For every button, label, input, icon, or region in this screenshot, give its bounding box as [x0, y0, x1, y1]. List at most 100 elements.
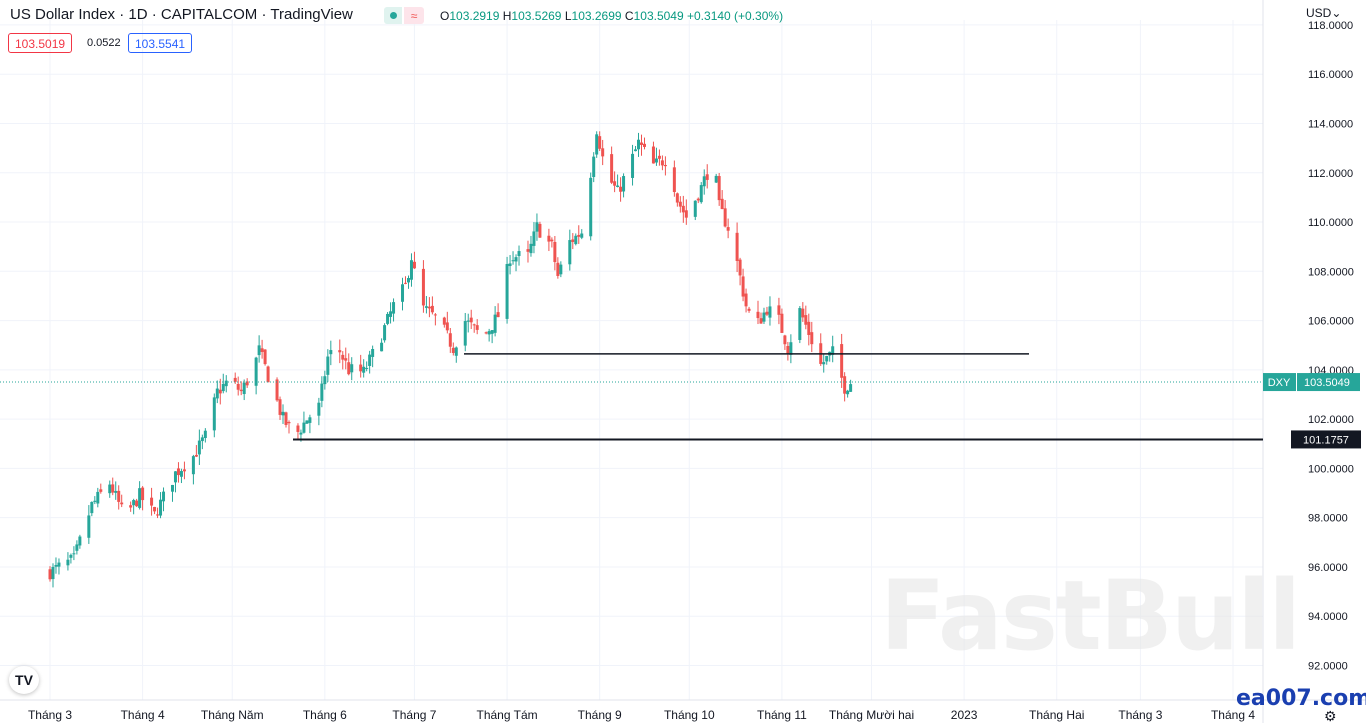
candle-body — [822, 362, 826, 365]
buy-price-button[interactable]: 103.5541 — [128, 33, 193, 53]
candle-body — [51, 566, 55, 580]
candle-body — [57, 562, 61, 567]
candle-body — [383, 325, 387, 341]
candle-body — [424, 306, 428, 308]
candle-body — [825, 355, 829, 362]
candle-body — [365, 367, 369, 369]
candle-body — [296, 425, 300, 432]
spread-value: 0.0522 — [87, 37, 121, 49]
candle-body — [684, 210, 688, 218]
candle-body — [275, 379, 279, 401]
candle-body — [132, 500, 136, 506]
candle-body — [657, 155, 661, 159]
gear-icon[interactable]: ⚙ — [1324, 708, 1337, 724]
candle-body — [484, 332, 488, 334]
candle-body — [466, 320, 470, 322]
candle-body — [90, 501, 94, 514]
currency-selector[interactable]: USD⌄ — [1306, 6, 1342, 20]
candle-body — [445, 322, 449, 331]
support-price-tag — [1291, 430, 1361, 449]
sell-price-button[interactable]: 103.5019 — [8, 33, 73, 53]
candle-body — [108, 484, 112, 494]
candle-body — [96, 491, 100, 504]
candle-body — [197, 440, 201, 455]
candle-body — [299, 432, 303, 435]
x-tick-label: Tháng Mười hai — [829, 708, 914, 722]
last-price-label: 103.5049 — [1304, 377, 1350, 389]
candle-body — [138, 488, 142, 508]
candle-body — [553, 241, 557, 263]
y-tick-label: 108.0000 — [1308, 266, 1354, 278]
candle-body — [412, 261, 416, 269]
candle-body — [810, 332, 814, 345]
candle-body — [308, 417, 312, 423]
candle-body — [846, 390, 850, 395]
candle-body — [634, 149, 638, 152]
candle-body — [75, 544, 79, 551]
candle-body — [595, 134, 599, 155]
candle-body — [87, 515, 91, 538]
candle-body — [780, 313, 784, 333]
candle-body — [469, 317, 473, 323]
candle-body — [66, 559, 70, 566]
candle-body — [156, 514, 160, 516]
candle-body — [302, 422, 306, 433]
candle-body — [783, 335, 787, 345]
candle-body — [368, 354, 372, 366]
candle-body — [798, 308, 802, 340]
chart-title: US Dollar Index · 1D · CAPITALCOM · Trad… — [10, 6, 353, 23]
candle-body — [660, 160, 664, 166]
y-tick-label: 106.0000 — [1308, 316, 1354, 328]
candle-body — [508, 263, 512, 267]
candle-body — [738, 259, 742, 276]
candle-body — [651, 146, 655, 164]
candle-body — [517, 251, 521, 257]
candle-body — [765, 311, 769, 315]
y-tick-label: 110.0000 — [1308, 217, 1353, 229]
candle-body — [744, 293, 748, 307]
candle-body — [756, 311, 760, 319]
candle-body — [619, 186, 623, 192]
candle-body — [681, 205, 685, 213]
x-tick-label: Tháng Hai — [1029, 708, 1084, 722]
candle-body — [433, 314, 437, 316]
candle-body — [807, 321, 811, 335]
candle-body — [129, 505, 133, 508]
x-tick-label: Tháng 11 — [757, 708, 807, 722]
candle-body — [257, 345, 261, 356]
x-tick-label: Tháng 7 — [392, 708, 436, 722]
candle-body — [48, 569, 52, 580]
y-tick-label: 116.0000 — [1308, 69, 1353, 81]
candle-body — [475, 325, 479, 330]
candle-body — [371, 349, 375, 357]
candle-body — [99, 489, 103, 492]
delayed-data-icon: ≈ — [404, 7, 424, 24]
x-tick-label: Tháng 6 — [303, 708, 347, 722]
candle-body — [511, 260, 515, 262]
candle-body — [254, 357, 258, 386]
candle-body — [538, 223, 542, 238]
candle-body — [72, 553, 76, 555]
x-tick-label: Tháng 9 — [578, 708, 622, 722]
candle-body — [200, 437, 204, 442]
candle-body — [409, 260, 413, 280]
candle-body — [472, 324, 476, 326]
symbol-tag — [1263, 373, 1296, 392]
candle-body — [663, 164, 667, 167]
candle-body — [380, 342, 384, 352]
y-tick-label: 100.0000 — [1308, 463, 1354, 475]
tradingview-logo[interactable]: TV — [9, 666, 39, 694]
candle-body — [610, 154, 614, 183]
candle-body — [640, 142, 643, 145]
candle-body — [789, 342, 793, 355]
candle-body — [170, 484, 174, 492]
candle-body — [642, 143, 646, 147]
market-status[interactable]: ≈ — [384, 7, 424, 24]
y-tick-label: 102.0000 — [1308, 414, 1354, 426]
candle-body — [786, 345, 790, 354]
y-tick-label: 118.0000 — [1308, 20, 1353, 32]
candle-body — [194, 454, 198, 457]
candle-body — [768, 306, 772, 318]
candle-body — [263, 349, 267, 365]
